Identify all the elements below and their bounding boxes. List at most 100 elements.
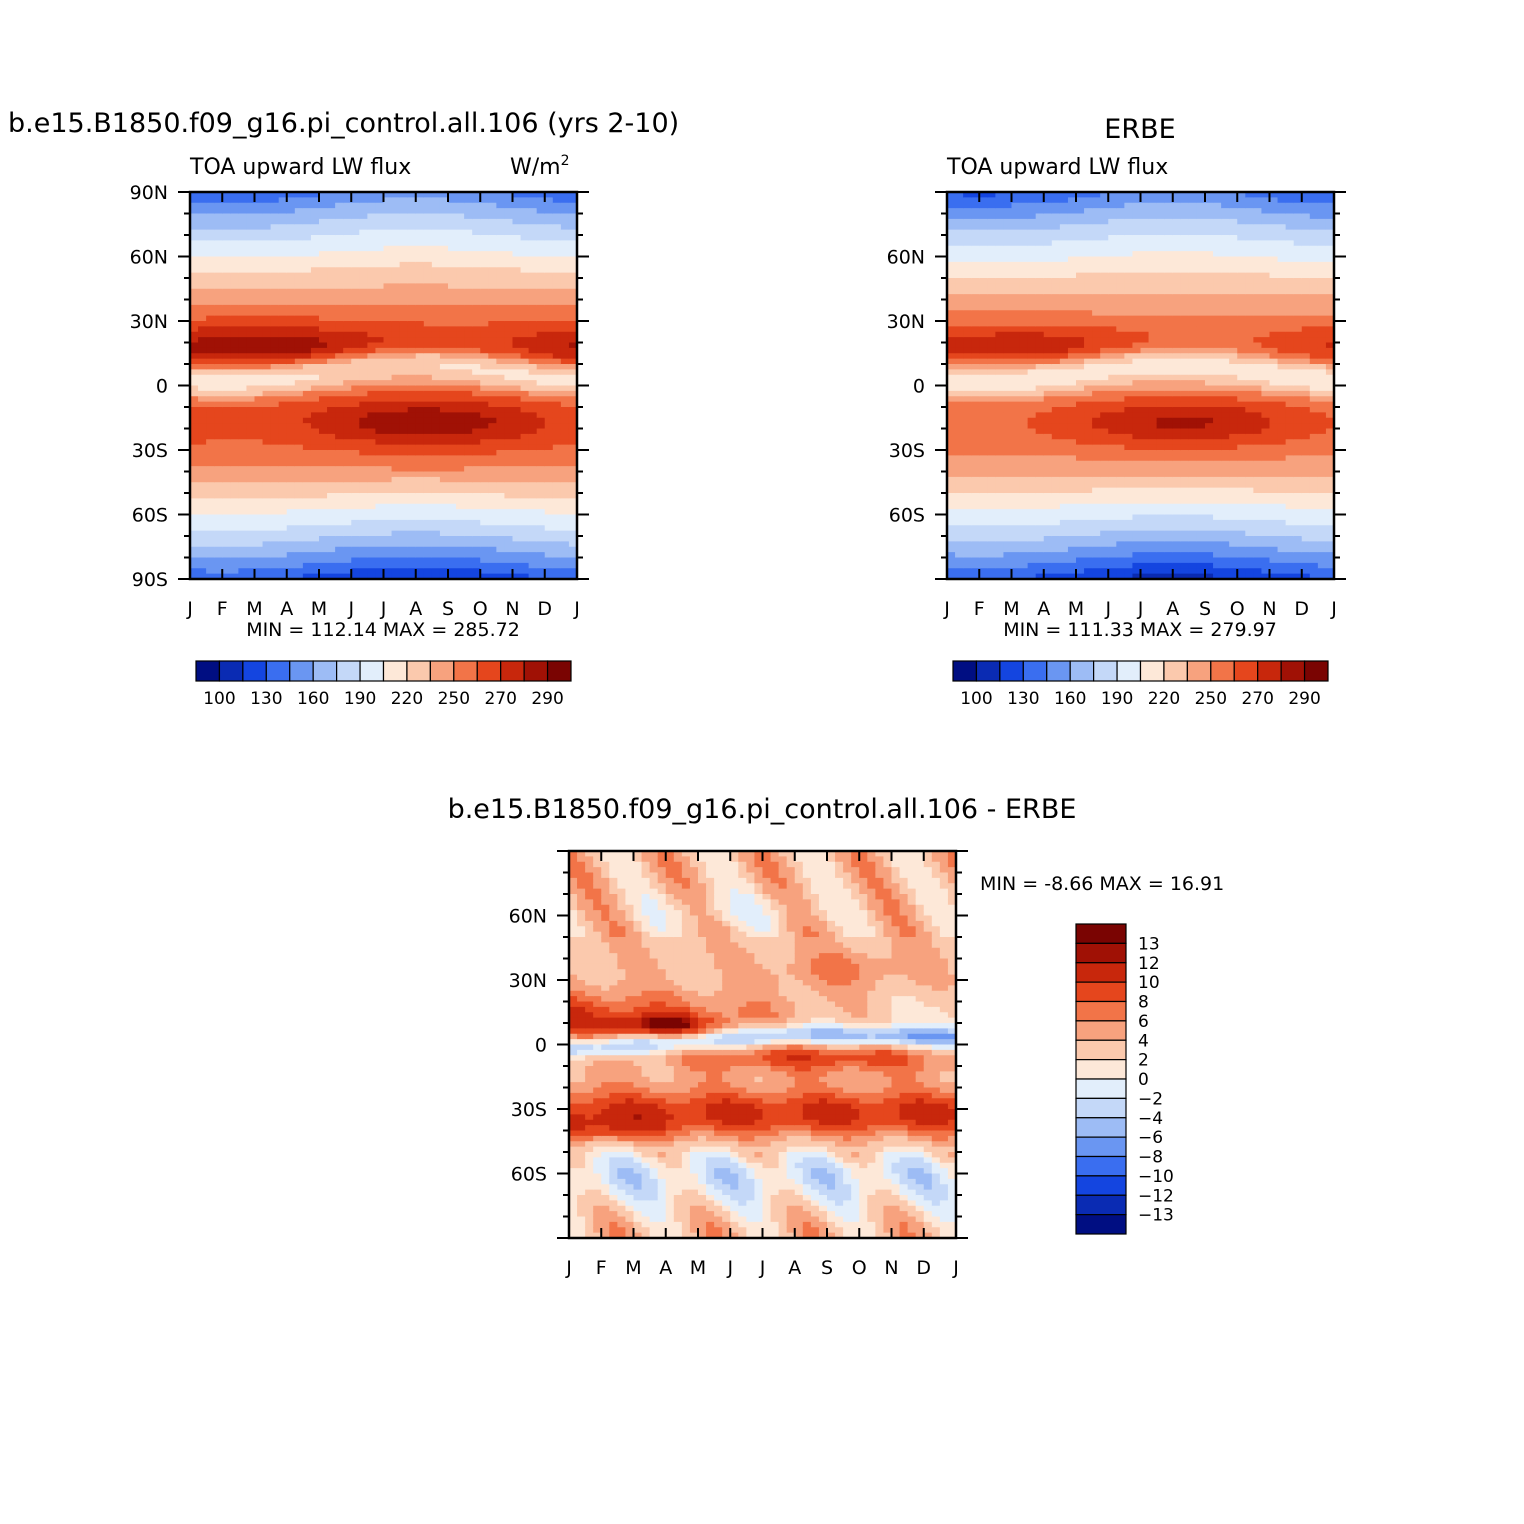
contour-cell [1027,364,1037,370]
contour-cell [359,267,368,274]
contour-cell [456,192,465,198]
contour-cell [1100,444,1109,451]
contour-cell [214,364,223,370]
contour-cell [391,369,401,376]
contour-cell [319,213,328,220]
contour-cell [262,562,272,569]
contour-cell [335,224,344,231]
contour-cell [544,503,554,510]
contour-cell [963,358,972,365]
contour-cell [302,337,312,344]
contour-cell [1043,519,1053,526]
contour-cell [238,482,248,489]
contour-cell [472,562,481,569]
contour-cell [1011,557,1021,564]
contour-cell [1035,444,1045,451]
contour-cell [995,412,1005,419]
contour-cell [278,374,288,381]
contour-cell [222,514,231,521]
contour-cell [1067,278,1077,284]
contour-cell [399,272,409,279]
contour-cell [456,245,465,252]
contour-cell [431,433,441,440]
contour-cell [351,498,360,505]
contour-cell [504,342,514,349]
contour-cell [552,568,562,575]
contour-cell [448,288,457,295]
contour-cell [391,267,401,274]
contour-cell [286,450,296,456]
contour-cell [504,562,514,569]
contour-cell [496,423,506,430]
contour-cell [979,315,988,322]
contour-cell [415,256,425,263]
contour-cell [1092,396,1101,403]
contour-cell [351,202,360,209]
contour-cell [1092,235,1101,241]
contour-cell [552,385,562,392]
contour-cell [947,407,956,413]
contour-cell [383,407,393,413]
contour-cell [230,261,239,268]
contour-cell [552,573,562,580]
contour-cell [399,433,409,440]
contour-cell [270,358,280,365]
contour-cell [1076,493,1085,499]
contour-cell [423,396,433,403]
contour-cell [448,278,457,284]
contour-cell [528,347,538,354]
contour-cell [343,315,352,322]
contour-cell [190,568,199,575]
contour-cell [439,509,449,516]
contour-cell [456,487,465,494]
contour-cell [367,525,377,532]
contour-cell [302,364,312,370]
contour-cell [1019,450,1029,456]
contour-cell [238,417,248,424]
contour-cell [222,455,231,462]
contour-cell [423,460,433,467]
contour-cell [367,358,377,365]
contour-cell [979,261,988,268]
contour-cell [335,401,344,408]
y-tick-label: 60N [130,247,168,269]
contour-cell [230,315,239,322]
contour-cell [504,310,514,317]
contour-cell [238,310,248,317]
contour-cell [1019,342,1029,349]
contour-cell [512,439,522,446]
contour-cell [431,444,441,451]
contour-cell [979,503,988,510]
contour-cell [399,385,409,392]
contour-cell [343,342,352,349]
contour-cell [238,401,248,408]
contour-cell [286,541,296,548]
contour-cell [198,358,207,365]
contour-cell [552,213,562,220]
contour-cell [294,208,304,215]
contour-cell [254,471,264,478]
contour-cell [294,304,304,311]
contour-cell [955,466,964,473]
contour-cell [230,385,239,392]
contour-cell [1011,272,1021,279]
contour-cell [1067,557,1077,564]
contour-cell [206,401,215,408]
contour-cell [246,519,256,526]
contour-cell [415,444,425,451]
contour-cell [270,251,280,258]
contour-cell [230,460,239,467]
contour-cell [480,455,489,462]
contour-cell [480,460,489,467]
contour-cell [198,498,207,505]
contour-cell [343,417,352,424]
contour-cell [536,272,546,279]
contour-cell [995,482,1005,489]
contour-cell [568,568,578,575]
contour-cell [456,557,465,564]
contour-cell [544,546,554,553]
contour-cell [504,321,514,327]
contour-cell [238,573,248,580]
contour-cell [214,557,223,564]
contour-cell [246,573,256,580]
